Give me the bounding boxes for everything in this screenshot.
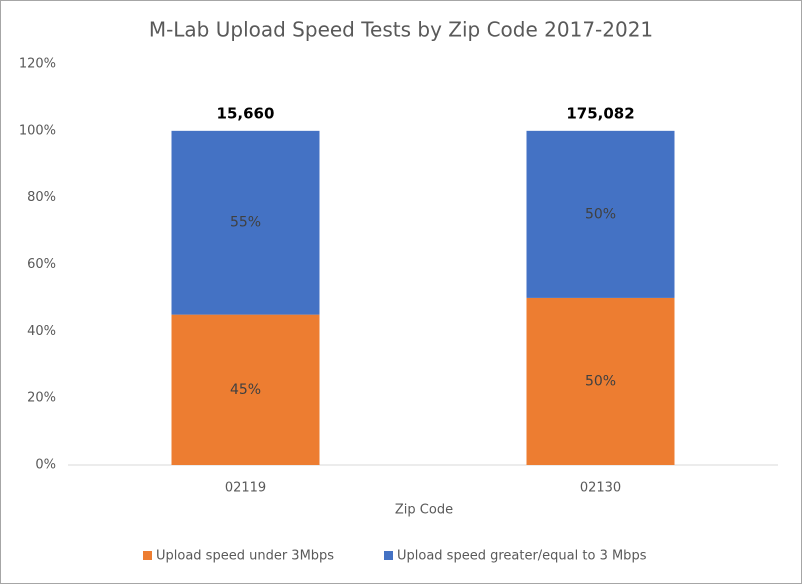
x-axis-label: Zip Code xyxy=(395,503,453,518)
y-tick-label: 20% xyxy=(27,391,56,406)
y-tick-label: 60% xyxy=(27,257,56,272)
data-label: 50% xyxy=(585,373,616,389)
total-label: 175,082 xyxy=(566,104,634,122)
bar-segment xyxy=(171,130,320,315)
legend-swatch xyxy=(143,551,152,560)
bar-segment xyxy=(526,130,675,298)
x-tick-label: 02119 xyxy=(225,481,266,496)
y-tick-label: 120% xyxy=(19,57,56,72)
y-tick-label: 100% xyxy=(19,123,56,138)
y-tick-label: 0% xyxy=(35,458,56,473)
legend-label: Upload speed greater/equal to 3 Mbps xyxy=(397,549,647,564)
bar-segment xyxy=(171,314,320,465)
total-label: 15,660 xyxy=(217,104,275,122)
bar-segment xyxy=(526,297,675,465)
y-tick-label: 80% xyxy=(27,190,56,205)
legend-swatch xyxy=(384,551,393,560)
data-label: 50% xyxy=(585,206,616,222)
data-label: 45% xyxy=(230,382,261,398)
y-tick-label: 40% xyxy=(27,324,56,339)
x-tick-label: 02130 xyxy=(580,481,621,496)
legend-label: Upload speed under 3Mbps xyxy=(156,549,334,564)
data-label: 55% xyxy=(230,215,261,231)
chart-title: M-Lab Upload Speed Tests by Zip Code 201… xyxy=(149,18,653,42)
